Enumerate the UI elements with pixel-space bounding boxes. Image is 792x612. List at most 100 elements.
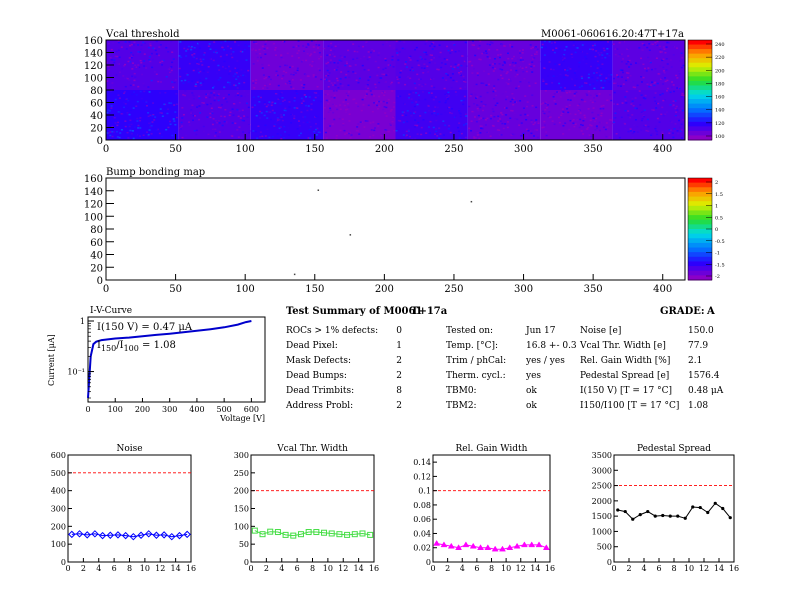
vcal-pixel (429, 120, 432, 123)
vcal-pixel (479, 132, 482, 134)
vcal-pixel (632, 105, 635, 107)
vcal-pixel (278, 119, 281, 121)
bump-xtick-label: 300 (514, 284, 533, 295)
vcal-pixel (317, 67, 320, 70)
data-point (440, 541, 448, 548)
vcal-pixel (268, 76, 271, 78)
vcal-pixel (634, 119, 637, 121)
vcal-pixel (472, 90, 475, 93)
vcal-pixel (143, 65, 146, 67)
vcal-pixel (367, 79, 370, 81)
vcal-pixel (655, 57, 658, 60)
vcal-pixel (396, 78, 399, 81)
vcal-pixel (310, 65, 313, 67)
vcal-pixel (263, 101, 266, 104)
data-point (274, 529, 281, 536)
vcal-pixel (173, 104, 176, 106)
vcal-pixel (524, 113, 527, 116)
vcal-pixel (438, 56, 441, 58)
vcal-pixel (584, 116, 587, 119)
vcal-pixel (476, 72, 479, 75)
vcal-pixel (593, 120, 596, 123)
vcal-pixel (500, 134, 503, 136)
vcal-pixel (139, 51, 142, 53)
vcal-pixel (650, 68, 653, 71)
vcal-pixel (216, 72, 219, 74)
vcal-pixel (180, 79, 183, 82)
vcal-pixel (594, 93, 597, 95)
vcal-pixel (617, 55, 620, 57)
vcal-pixel (111, 135, 114, 138)
vcal-pixel (563, 57, 566, 59)
vcal-pixel (278, 57, 281, 59)
vcal-pixel (383, 106, 386, 108)
vcal-pixel (229, 111, 232, 114)
vcal-pixel (131, 68, 134, 70)
vcal-pixel (543, 112, 546, 115)
vcal-pixel (288, 106, 291, 108)
vcal-pixel (285, 71, 288, 74)
iv-xtick-label: 200 (135, 405, 150, 414)
vcal-pixel (280, 114, 283, 116)
vcal-pixel (165, 128, 168, 131)
vcal-pixel (648, 42, 651, 45)
vcal-pixel (478, 137, 481, 140)
vcal-pixel (483, 70, 486, 72)
data-point (469, 542, 477, 549)
vcal-pixel (444, 124, 447, 126)
vcal-pixel (569, 99, 572, 101)
vcal-pixel (127, 137, 130, 139)
vcal-pixel (210, 92, 213, 94)
vcal-pixel (665, 90, 668, 92)
vcal-pixel (221, 46, 224, 49)
vcal-pixel (498, 116, 501, 118)
vcal-pixel (657, 73, 660, 75)
vcal-pixel (600, 86, 603, 89)
bump-xtick-label: 400 (653, 284, 672, 295)
vcal-pixel (315, 115, 318, 118)
vcal-pixel (677, 116, 680, 118)
vcal-pixel (634, 86, 637, 89)
vcal-pixel (640, 94, 643, 96)
vcal-pixel (661, 106, 664, 109)
vcal-pixel (132, 137, 135, 140)
vcal-pixel (126, 111, 129, 114)
vcal-pixel (239, 117, 242, 119)
vcal-pixel (477, 109, 480, 112)
vcal-pixel (124, 103, 127, 105)
vcal-pixel (602, 126, 605, 129)
vcal-palette-label: 100 (715, 134, 725, 140)
vcal-pixel (387, 64, 390, 66)
xtick-label: 16 (545, 564, 555, 573)
vcal-pixel (252, 80, 255, 82)
vcal-pixel (108, 110, 111, 112)
vcal-pixel (674, 123, 677, 125)
vcal-pixel (586, 137, 589, 139)
vcal-pixel (388, 64, 391, 67)
vcal-pixel (235, 72, 238, 74)
vcal-pixel (465, 115, 468, 117)
vcal-pixel (525, 105, 528, 108)
vcal-pixel (374, 60, 377, 63)
vcal-pixel (278, 127, 281, 129)
vcal-pixel (420, 58, 423, 60)
vcal-pixel (478, 44, 481, 47)
vcal-pixel (348, 120, 351, 122)
vcal-pixel (208, 43, 211, 45)
vcal-pixel (596, 60, 599, 63)
vcal-pixel (331, 123, 334, 125)
vcal-pixel (595, 117, 598, 120)
vcal-pixel (118, 71, 121, 74)
vcal-pixel (330, 96, 333, 98)
vcal-pixel (524, 104, 527, 107)
data-point (713, 501, 717, 505)
vcal-pixel (439, 51, 442, 54)
vcal-pixel (214, 135, 217, 137)
vcal-pixel (328, 99, 331, 102)
summary-value: 2.1 (688, 356, 702, 366)
vcal-pixel (600, 52, 603, 54)
vcal-pixel (387, 108, 390, 111)
vcal-pixel (324, 131, 327, 134)
vcal-pixel (211, 128, 214, 131)
bump-palette-swatch (688, 205, 712, 211)
